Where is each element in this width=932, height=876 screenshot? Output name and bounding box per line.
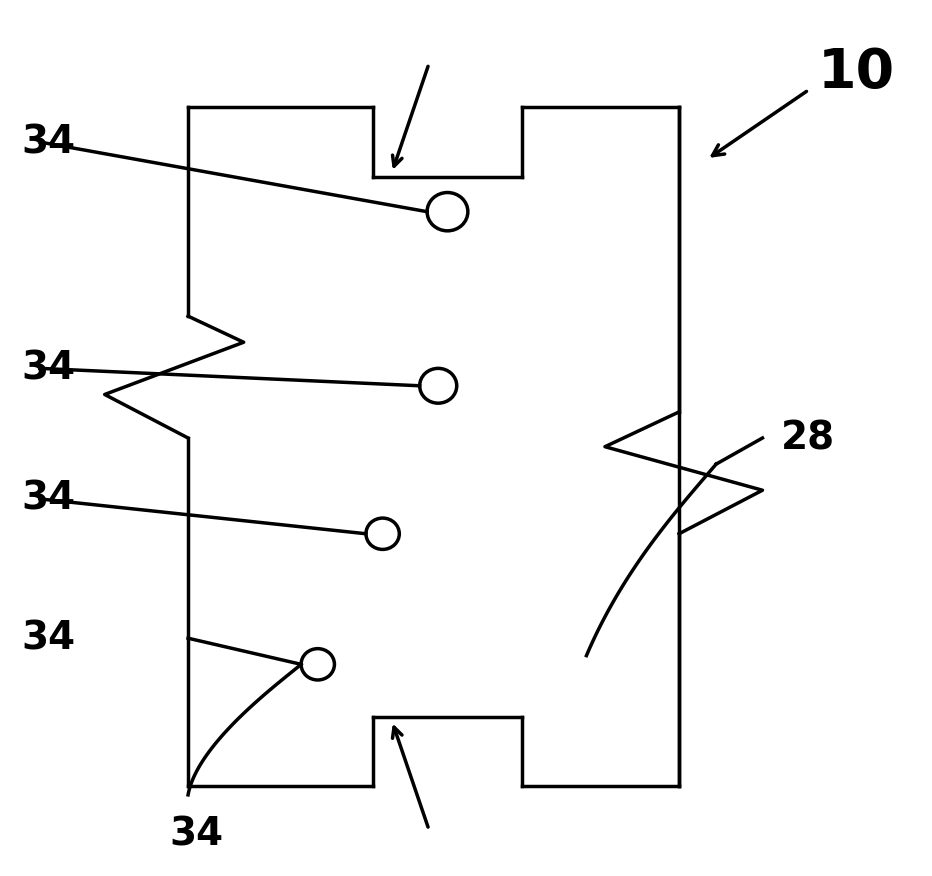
Text: 34: 34 (21, 350, 75, 387)
Text: 10: 10 (818, 46, 895, 100)
Text: 34: 34 (21, 480, 75, 518)
Text: 28: 28 (781, 419, 835, 457)
Text: 34: 34 (21, 619, 75, 657)
Text: 34: 34 (21, 123, 75, 161)
Text: 34: 34 (170, 815, 224, 853)
